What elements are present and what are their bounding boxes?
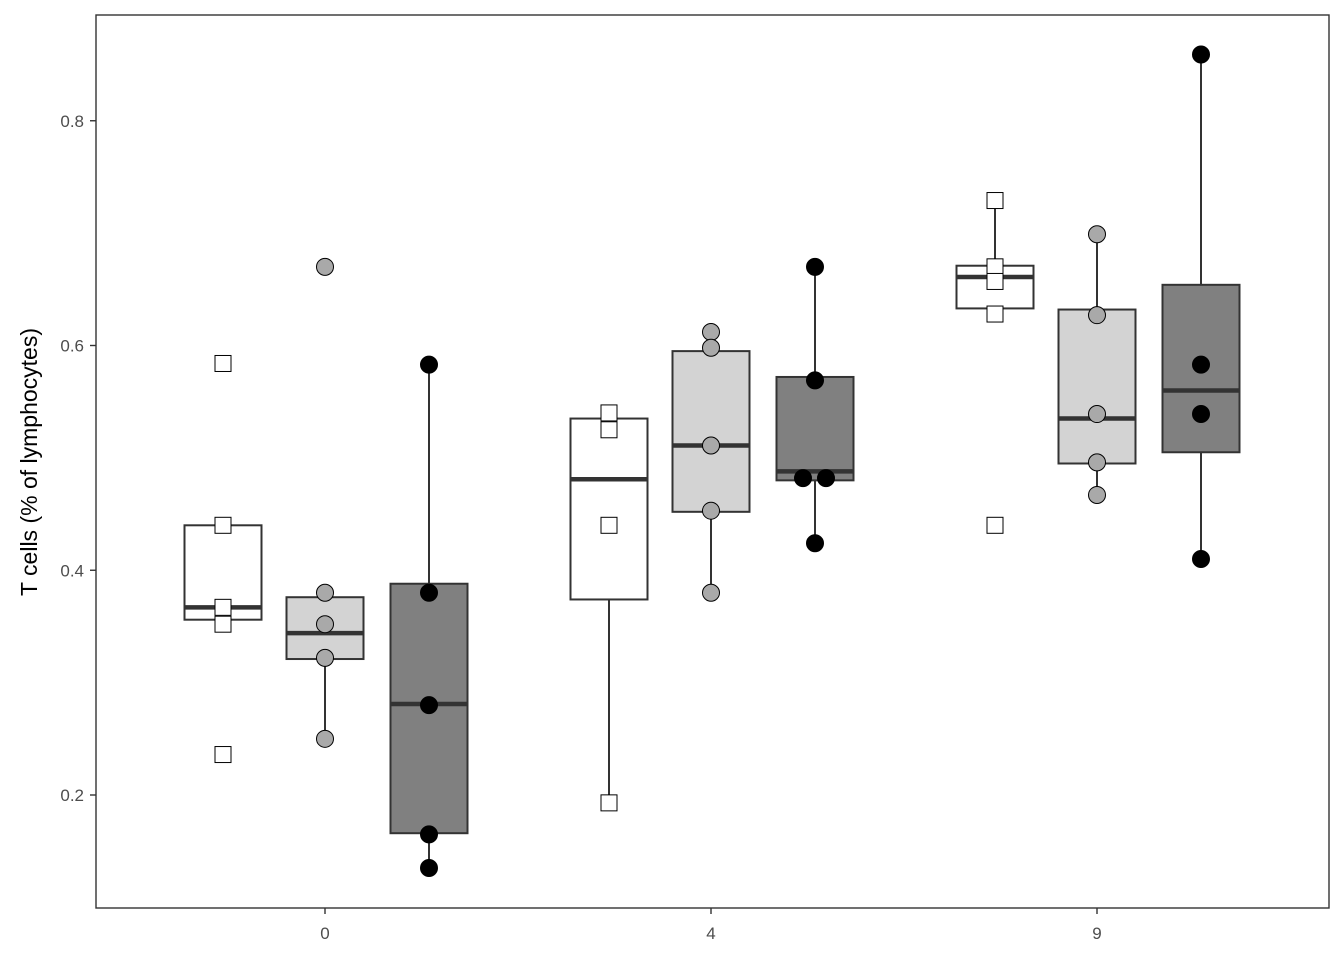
box-group-4-2 [775,257,855,553]
data-point [1192,45,1210,64]
y-tick-label: 0.6 [60,337,84,356]
data-point [214,598,232,616]
data-point [1088,306,1106,325]
plot-marks [183,45,1241,878]
data-point [1088,405,1106,424]
data-point [806,534,824,553]
data-point [817,469,835,488]
data-point [214,516,232,534]
data-point [316,583,334,602]
data-point [316,648,334,667]
data-point [420,825,438,844]
data-point [986,258,1004,276]
data-point [600,404,618,422]
data-point [986,305,1004,323]
data-point [806,257,824,276]
data-point [806,371,824,390]
box-group-9-2 [1161,45,1241,569]
box [569,417,649,601]
data-point [420,859,438,878]
axes: 0.2 0.4 0.6 0.8 0 4 9 [60,112,1101,943]
box-group-4-1 [671,323,751,602]
box [1057,308,1137,465]
box-group-9-0 [955,192,1035,534]
data-point [600,421,618,439]
data-point [420,696,438,715]
box [671,350,751,513]
box-group-0-0 [183,354,263,764]
x-tick-label: 4 [706,924,715,943]
box-group-0-1 [285,257,365,748]
data-point [420,583,438,602]
data-point [316,729,334,748]
box-group-9-1 [1057,225,1137,504]
data-point [1192,355,1210,374]
data-point [600,794,618,812]
y-tick-label: 0.8 [60,112,84,131]
data-point [702,436,720,455]
data-point [986,192,1004,210]
data-point [1192,550,1210,569]
data-point [986,516,1004,534]
data-point [1192,405,1210,424]
data-point [214,615,232,633]
data-point [316,257,334,276]
data-point [1088,225,1106,244]
box [775,375,855,482]
data-point [794,469,812,488]
data-point [986,272,1004,290]
data-point [702,501,720,520]
box-group-0-2 [389,355,469,878]
data-point [1088,485,1106,504]
data-point [702,583,720,602]
plot-panel-border [95,14,1330,909]
y-tick-label: 0.4 [60,561,84,580]
data-point [214,746,232,764]
data-point [1088,453,1106,472]
data-point [214,354,232,372]
box-group-4-0 [569,404,649,812]
data-point [600,516,618,534]
x-tick-label: 0 [320,924,329,943]
y-axis-title: T cells (% of lymphocytes) [16,328,42,596]
data-point [316,615,334,634]
x-tick-label: 9 [1092,924,1101,943]
data-point [702,323,720,342]
y-tick-label: 0.2 [60,786,84,805]
data-point [702,338,720,357]
data-point [420,355,438,374]
